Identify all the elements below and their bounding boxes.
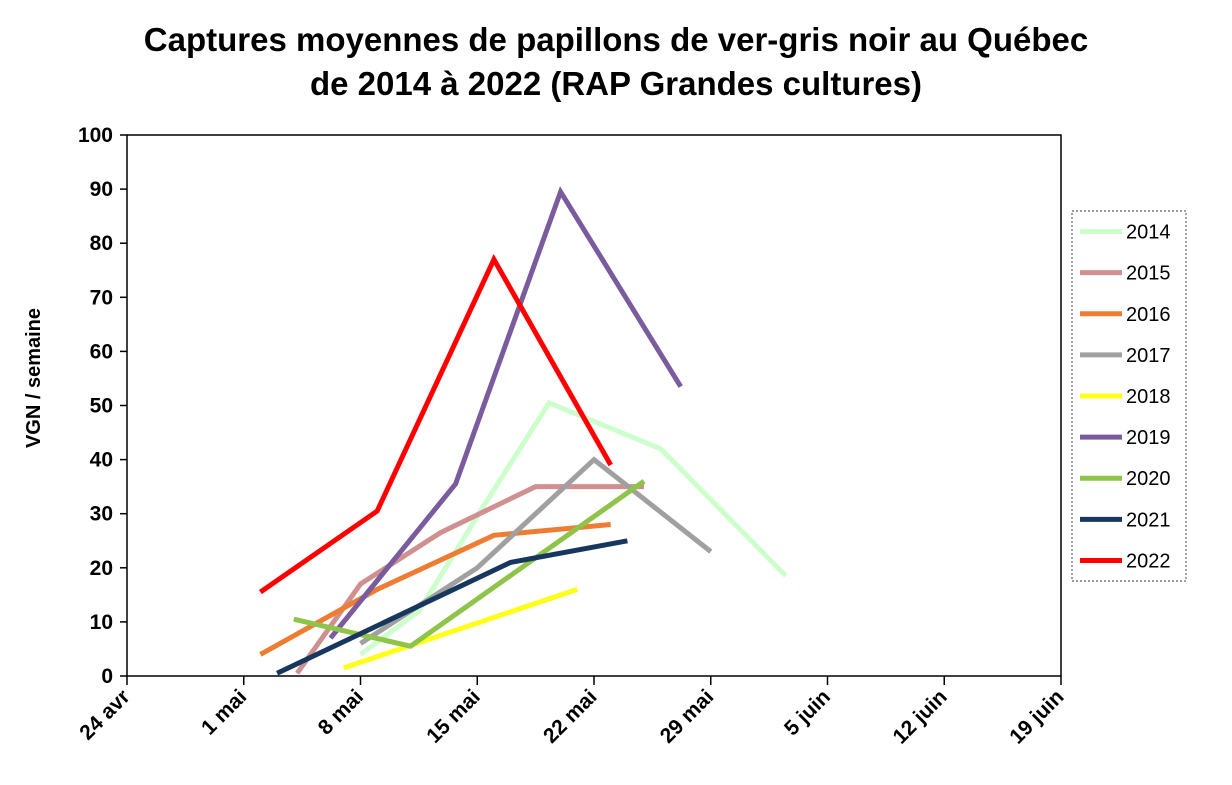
- chart-title-line1: Captures moyennes de papillons de ver-gr…: [143, 21, 1089, 58]
- series-line-2022: [258, 253, 613, 595]
- x-tick-label: 12 juin: [888, 685, 951, 748]
- axes: [120, 134, 1062, 685]
- plot-area: [126, 134, 1062, 677]
- x-tick-labels: 24 avr 1 mai 8 mai 15 mai 22 mai 29 mai 5 juin…: [75, 685, 1068, 748]
- y-axis-label: VGN / semaine: [23, 308, 45, 448]
- y-tick-labels: 0 10 20 30 40 50 60 70 80 90 100: [78, 124, 113, 688]
- series-line-2020: [293, 479, 646, 649]
- x-tick-label: 15 mai: [422, 685, 485, 748]
- series-line-2015: [295, 484, 644, 675]
- legend-label-2020: 2020: [1126, 468, 1171, 490]
- legend-label-2018: 2018: [1126, 386, 1171, 408]
- x-tick-label: 19 juin: [1005, 685, 1068, 748]
- legend-label-2016: 2016: [1126, 304, 1171, 326]
- x-tick-label: 22 mai: [539, 685, 602, 748]
- chart-title-line2: de 2014 à 2022 (RAP Grandes cultures): [309, 65, 922, 102]
- y-tick-label: 20: [90, 557, 113, 580]
- series-line-2014: [359, 399, 788, 657]
- legend-label-2019: 2019: [1126, 427, 1171, 449]
- x-tick-label: 29 mai: [656, 685, 719, 748]
- y-tick-label: 70: [90, 286, 113, 309]
- legend-label-2014: 2014: [1126, 222, 1171, 244]
- y-tick-label: 40: [90, 449, 113, 472]
- legend-label-2021: 2021: [1126, 509, 1171, 531]
- legend-label-2015: 2015: [1126, 263, 1171, 285]
- series-line-2019: [328, 186, 683, 640]
- y-tick-label: 90: [90, 178, 113, 201]
- legend-label-2022: 2022: [1126, 550, 1171, 572]
- series-lines: [258, 186, 788, 676]
- y-tick-label: 100: [78, 124, 113, 147]
- y-tick-label: 60: [90, 340, 113, 363]
- x-tick-label: 24 avr: [75, 685, 134, 744]
- series-line-2021: [276, 538, 628, 676]
- legend-label-2017: 2017: [1126, 345, 1171, 367]
- y-tick-label: 30: [90, 503, 113, 526]
- y-tick-label: 80: [90, 232, 113, 255]
- y-tick-label: 0: [101, 665, 113, 688]
- chart-title: Captures moyennes de papillons de ver-gr…: [0, 18, 1232, 106]
- series-line-2018: [343, 587, 579, 671]
- x-tick-label: 5 juin: [780, 685, 835, 740]
- x-tick-label: 1 mai: [197, 685, 251, 739]
- y-tick-label: 50: [90, 395, 113, 418]
- legend: 2014 2015 2016 2017 2018 2019 2020 2021 2022: [1071, 210, 1187, 582]
- series-line-2016: [259, 522, 611, 657]
- x-tick-label: 8 mai: [314, 685, 368, 739]
- y-tick-label: 10: [90, 611, 113, 634]
